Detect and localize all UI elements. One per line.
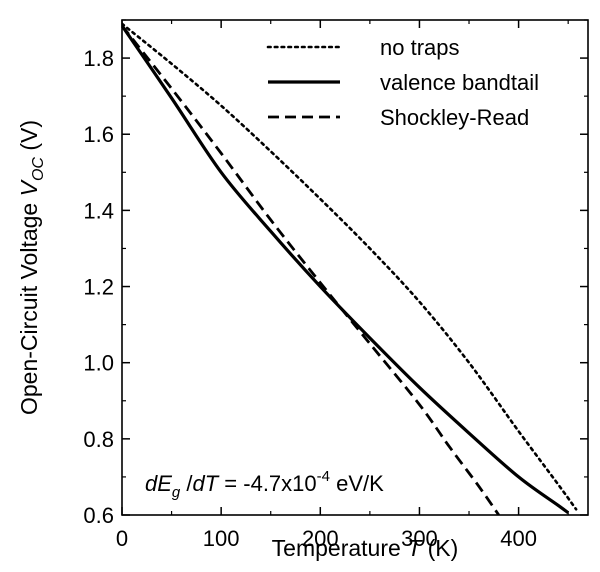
series-line-shockley-read: [122, 24, 500, 515]
x-axis-title: Temperature T (K): [272, 535, 459, 561]
plot-frame: [121, 19, 589, 516]
y-tick-label: 1.0: [83, 351, 114, 376]
legend: no traps valence bandtail Shockley-Read: [266, 35, 539, 130]
legend-label: no traps: [380, 35, 460, 60]
y-axis-title: Open-Circuit Voltage VOC (V): [16, 120, 47, 415]
annotation: dEg /dT = -4.7x10-4 eV/K: [145, 468, 384, 501]
series-line-no-traps: [122, 22, 578, 511]
axes: 0 100 200 300 400 0.6 0.8 1.0 1.2 1.4 1.6 1.8 Temper…: [16, 19, 589, 561]
y-tick-label: 1.2: [83, 275, 114, 300]
annotation-text: dEg /dT = -4.7x10-4 eV/K: [145, 468, 384, 501]
series-lines: [122, 22, 578, 515]
x-tick-label: 100: [203, 526, 240, 551]
x-tick-label: 0: [116, 526, 128, 551]
y-tick-label: 0.6: [83, 503, 114, 528]
legend-label: valence bandtail: [380, 70, 539, 95]
x-tick-label: 200: [302, 526, 339, 551]
series-line-valence-bandtail: [122, 24, 570, 515]
x-tick-label: 400: [500, 526, 537, 551]
y-tick-label: 1.8: [83, 46, 114, 71]
x-tick-label: 300: [401, 526, 438, 551]
y-tick-label: 1.6: [83, 122, 114, 147]
legend-label: Shockley-Read: [380, 105, 529, 130]
y-tick-label: 1.4: [83, 198, 114, 223]
y-tick-label: 0.8: [83, 427, 114, 452]
